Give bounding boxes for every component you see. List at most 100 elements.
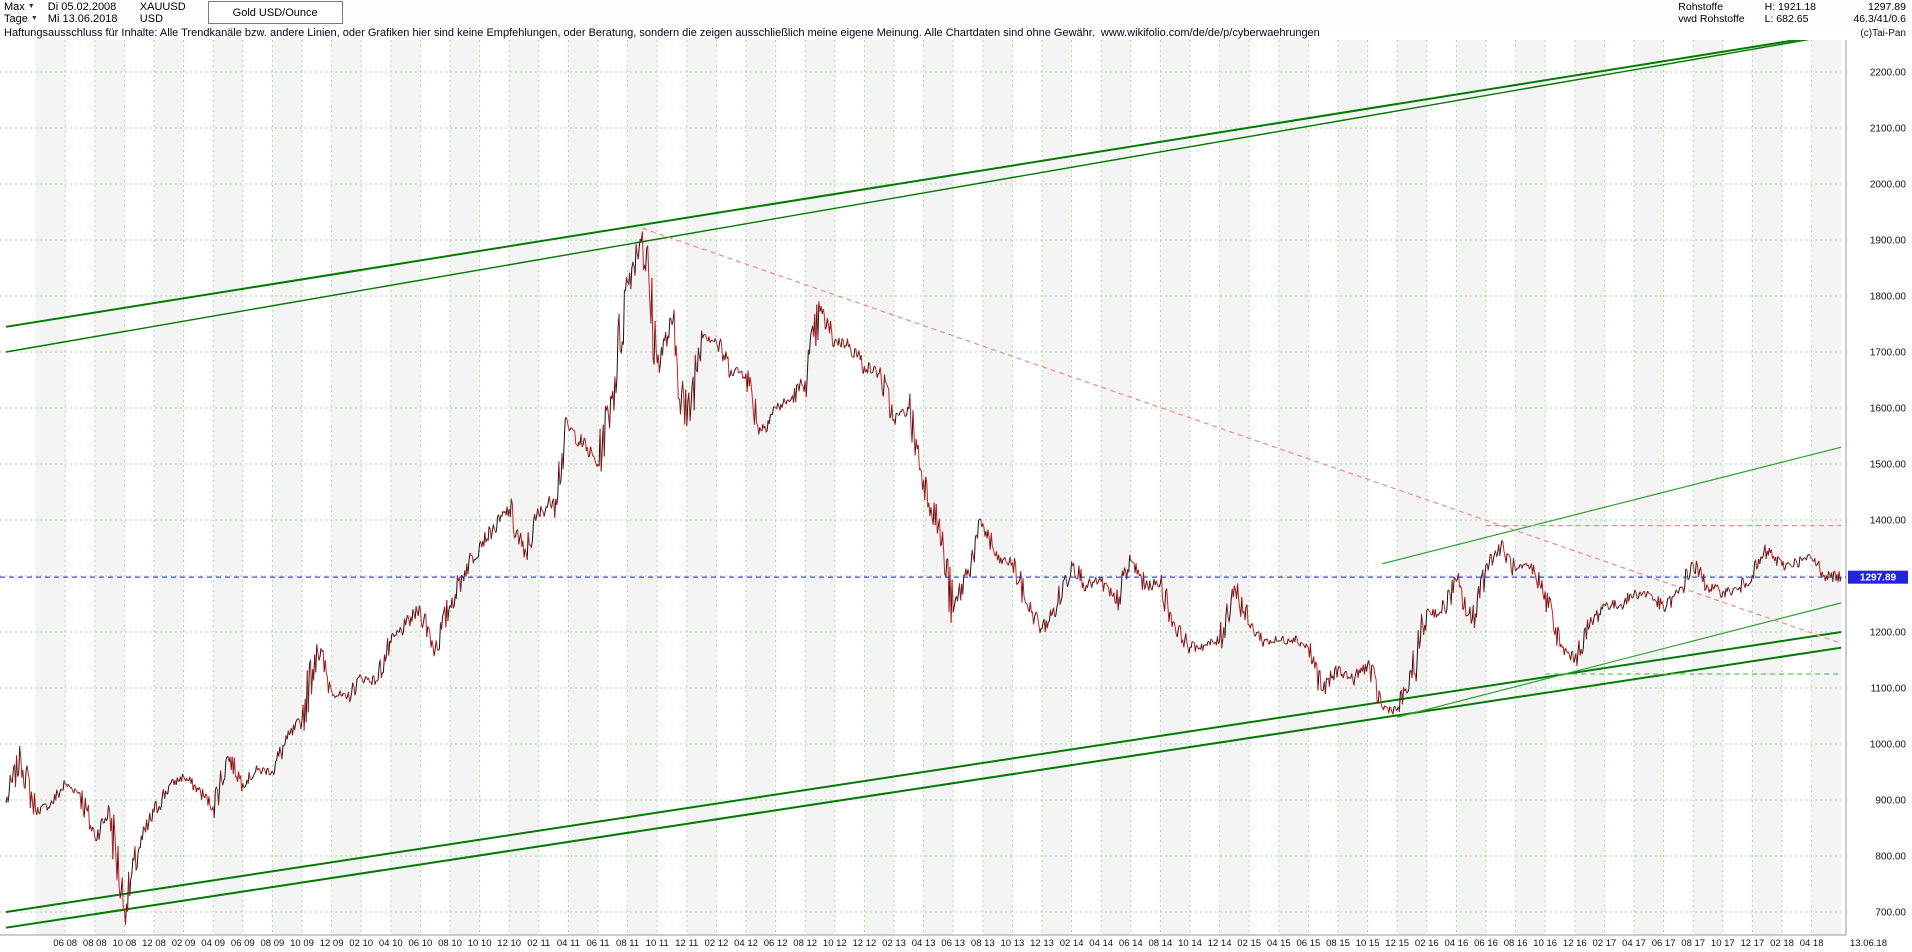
date-axis-label: 08 08 — [83, 938, 107, 949]
date-axis-label: 02 14 — [1060, 938, 1084, 949]
date-axis-label: 12 17 — [1741, 938, 1765, 949]
date-axis-label: 06 16 — [1474, 938, 1498, 949]
symbol-block: XAUUSD USD — [140, 0, 186, 26]
symbol-label: XAUUSD — [139, 1, 186, 13]
date-axis-label: 04 16 — [1445, 938, 1469, 949]
trend-lines[interactable] — [5, 40, 1842, 929]
last-date-label: 13.06.18 — [1850, 938, 1887, 949]
currency-label: USD — [139, 13, 164, 25]
copyright-label: (c)Tai-Pan — [1860, 27, 1906, 39]
header-left: Max ▼ Tage ▼ Di 05.02.2008 Mi 13.06.2018… — [0, 0, 343, 26]
price-axis-label: 900.00 — [1875, 796, 1906, 807]
date-axis-label: 04 18 — [1800, 938, 1824, 949]
price-axis-label: 1800.00 — [1870, 292, 1907, 303]
date-axis-label: 10 14 — [1178, 938, 1202, 949]
date-axis-label: 06 12 — [764, 938, 788, 949]
date-axis-label: 04 11 — [557, 938, 580, 949]
chevron-down-icon: ▼ — [30, 15, 38, 22]
last-price-value: 1297.89 — [1868, 1, 1906, 13]
instrument-name-box[interactable]: Gold USD/Ounce — [207, 1, 343, 24]
start-date: Di 05.02.2008 — [47, 1, 117, 13]
date-axis-label: 12 12 — [853, 938, 877, 949]
date-axis-label: 06 14 — [1119, 938, 1143, 949]
date-axis-label: 08 13 — [971, 938, 995, 949]
date-range: Di 05.02.2008 Mi 13.06.2018 — [48, 0, 134, 26]
date-axis-label: 10 17 — [1711, 938, 1735, 949]
date-axis-label: 08 10 — [438, 938, 462, 949]
price-series — [5, 231, 1842, 925]
end-date: Mi 13.06.2018 — [47, 13, 118, 25]
category-label: Rohstoffe — [1678, 1, 1724, 13]
price-axis-label: 1500.00 — [1870, 460, 1907, 471]
date-axis-label: 08 12 — [793, 938, 817, 949]
date-axis-label: 10 16 — [1533, 938, 1557, 949]
trendline-lower-channel-main[interactable] — [5, 631, 1842, 913]
stats-value: 46.3/41/0.6 — [1853, 13, 1906, 25]
date-axis-label: 02 10 — [349, 938, 373, 949]
date-axis-label: 02 16 — [1415, 938, 1439, 949]
date-axis-label: 08 14 — [1149, 938, 1173, 949]
disclaimer-row: Haftungsausschluss für Inhalte: Alle Tre… — [0, 26, 1912, 40]
trendline-upper-channel-inner[interactable] — [5, 40, 1841, 353]
wikifolio-link[interactable]: www.wikifolio.com/de/de/p/cyberwaehrunge… — [1100, 27, 1320, 39]
date-axis-label: 04 12 — [734, 938, 758, 949]
date-axis-label: 10 08 — [113, 938, 137, 949]
price-chart[interactable]: 700.00 800.00 900.00 1000.00 1100.00 1200.00 1… — [0, 40, 1912, 952]
chart-canvas[interactable]: 700.00 800.00 900.00 1000.00 1100.00 1200.00 1… — [0, 40, 1912, 952]
trendline-lower-channel-outer[interactable] — [5, 646, 1842, 929]
trendline-minor-uptrend-resistance[interactable] — [1382, 446, 1842, 565]
date-axis-label: 08 11 — [616, 938, 639, 949]
date-axis-label: 10 11 — [646, 938, 669, 949]
range-selector-label: Max — [4, 1, 25, 13]
timeframe-selectors: Max ▼ Tage ▼ — [4, 0, 38, 26]
price-axis-label: 1700.00 — [1870, 348, 1907, 359]
period-selector[interactable]: Tage ▼ — [4, 13, 38, 25]
date-axis-label: 12 10 — [497, 938, 521, 949]
date-axis-label: 02 18 — [1770, 938, 1794, 949]
range-selector[interactable]: Max ▼ — [4, 1, 38, 13]
last-price-line: 1297.89 — [0, 570, 1908, 584]
date-axis-label: 06 09 — [231, 938, 255, 949]
date-axis-label: 10 10 — [468, 938, 492, 949]
trendline-minor-uptrend-support[interactable] — [1397, 602, 1842, 718]
price-axis-label: 1600.00 — [1870, 404, 1907, 415]
instrument-name: Gold USD/Ounce — [232, 6, 318, 19]
date-axis-label: 06 15 — [1297, 938, 1321, 949]
price-axis-label: 1100.00 — [1871, 684, 1907, 695]
last-price-tag-label: 1297.89 — [1860, 573, 1897, 584]
date-axis-label: 02 15 — [1237, 938, 1261, 949]
price-axis-label: 1000.00 — [1870, 740, 1907, 751]
date-axis-label: 10 15 — [1356, 938, 1380, 949]
date-axis-label: 02 09 — [172, 938, 196, 949]
date-axis-label: 06 10 — [409, 938, 433, 949]
price-axis-label: 2100.00 — [1870, 124, 1907, 135]
price-axis-label: 2200.00 — [1870, 68, 1907, 79]
date-axis-label: 06 08 — [53, 938, 77, 949]
date-axis-label: 08 16 — [1504, 938, 1528, 949]
grid-lines — [0, 40, 1847, 936]
chevron-down-icon: ▼ — [27, 3, 35, 10]
trendline-upper-channel-main[interactable] — [5, 40, 1841, 328]
candles-up-segments — [5, 231, 1842, 925]
background-stripes — [35, 40, 1842, 935]
candles-down-segments — [6, 231, 1841, 925]
date-axis-label: 12 15 — [1385, 938, 1409, 949]
date-axis-label: 12 09 — [320, 938, 344, 949]
period-selector-label: Tage — [4, 13, 28, 25]
date-axis-label: 08 17 — [1681, 938, 1705, 949]
price-axis-label: 1900.00 — [1870, 236, 1907, 247]
trendline-downtrend-from-2011-peak[interactable] — [642, 227, 1842, 644]
date-axis-label: 04 09 — [201, 938, 225, 949]
date-axis-label: 04 17 — [1622, 938, 1646, 949]
date-axis-label: 02 17 — [1593, 938, 1617, 949]
price-axis-label: 1200.00 — [1870, 628, 1907, 639]
price-axis-label: 700.00 — [1875, 908, 1906, 919]
provider-label: vwd Rohstoffe — [1678, 13, 1745, 25]
date-axis-label: 10 13 — [1001, 938, 1025, 949]
low-value: L: 682.65 — [1764, 13, 1809, 25]
header-quote-info: Rohstoffe H: 1921.18 1297.89 vwd Rohstof… — [1678, 0, 1912, 26]
high-value: H: 1921.18 — [1764, 1, 1816, 13]
date-axis-label: 12 11 — [675, 938, 698, 949]
date-axis-label: 02 13 — [882, 938, 906, 949]
